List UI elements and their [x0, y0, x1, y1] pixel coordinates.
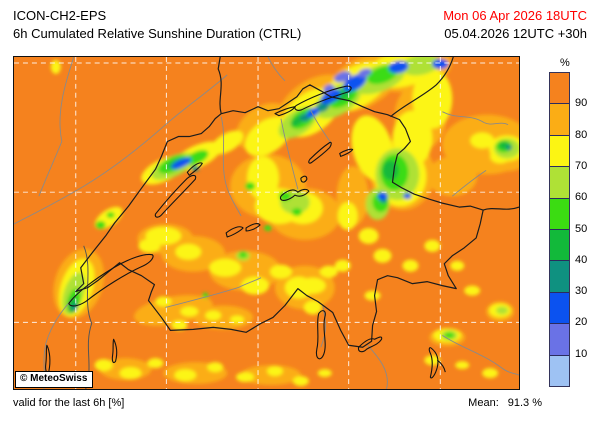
- lake-zurich: [308, 141, 332, 164]
- mean-readout: Mean: 91.3 %: [468, 397, 542, 409]
- lake-biel: [186, 162, 203, 176]
- legend-tick-label: 60: [575, 191, 588, 204]
- germany-austria-border: [390, 57, 454, 118]
- legend-tick-label: 30: [575, 285, 588, 298]
- legend-segment: [550, 291, 569, 324]
- legend: % 90 80 70 60 50 40 30 20 10: [549, 57, 597, 387]
- legend-tick-label: 70: [575, 159, 588, 172]
- lake-annecy: [111, 338, 118, 364]
- lake-lucerne: [279, 188, 310, 201]
- field-10-20: [323, 68, 372, 94]
- legend-segment: [550, 229, 569, 261]
- legend-tick-label: 20: [575, 316, 588, 329]
- valid-for-text: valid for the last 6h [%]: [13, 397, 125, 409]
- legend-tick-label: 10: [575, 347, 588, 360]
- lakes: [45, 85, 446, 379]
- walensee: [339, 148, 354, 157]
- legend-tick-label: 40: [575, 253, 588, 266]
- lake-neuchatel: [154, 174, 197, 218]
- lake-maggiore: [315, 310, 326, 360]
- latlon-grid: [14, 57, 519, 389]
- lake-constance: [294, 85, 352, 111]
- lake-brienz: [245, 223, 261, 232]
- mean-value: 91.3 %: [507, 397, 542, 409]
- valid-time: Mon 06 Apr 2026 18UTC: [443, 8, 587, 23]
- lake-thun: [225, 226, 244, 238]
- legend-segment: [550, 103, 569, 135]
- legend-segment: [550, 166, 569, 198]
- legend-segment: [550, 134, 569, 167]
- title-block: ICON-CH2-EPS 6h Cumulated Relative Sunsh…: [13, 7, 301, 43]
- lake-constance-untersee: [274, 106, 296, 117]
- lake-como-east-arm: [436, 359, 446, 373]
- map-canvas: [14, 57, 519, 389]
- run-info: 05.04.2026 12UTC +30h: [444, 26, 587, 41]
- legend-segment: [550, 73, 569, 104]
- product-name: 6h Cumulated Relative Sunshine Duration …: [13, 26, 302, 41]
- time-block: Mon 06 Apr 2026 18UTC 05.04.2026 12UTC +…: [443, 7, 587, 43]
- legend-segment: [550, 197, 569, 230]
- legend-tick-label: 80: [575, 128, 588, 141]
- legend-tick-label: 50: [575, 222, 588, 235]
- lake-geneva: [68, 253, 154, 307]
- lake-zug: [300, 175, 308, 183]
- model-name: ICON-CH2-EPS: [13, 8, 107, 23]
- austria-italy-border: [482, 206, 519, 211]
- sunshine-map: © MeteoSwiss: [13, 56, 520, 390]
- legend-segment: [550, 354, 569, 387]
- copyright-badge: © MeteoSwiss: [15, 371, 94, 388]
- legend-unit-label: %: [560, 57, 570, 69]
- legend-tick-label: 90: [575, 97, 588, 110]
- legend-segment: [550, 323, 569, 355]
- legend-ticks: 90 80 70 60 50 40 30 20 10: [575, 72, 597, 385]
- swiss-border: [75, 84, 484, 348]
- legend-segment: [550, 260, 569, 292]
- rivers-and-region-borders: [14, 57, 519, 389]
- mean-label: Mean:: [468, 397, 499, 409]
- legend-colorbar: [549, 72, 570, 387]
- france-germany-border: [217, 57, 222, 114]
- france-italy-border: [83, 245, 93, 389]
- lake-lugano: [357, 336, 383, 353]
- country-borders: [75, 57, 519, 348]
